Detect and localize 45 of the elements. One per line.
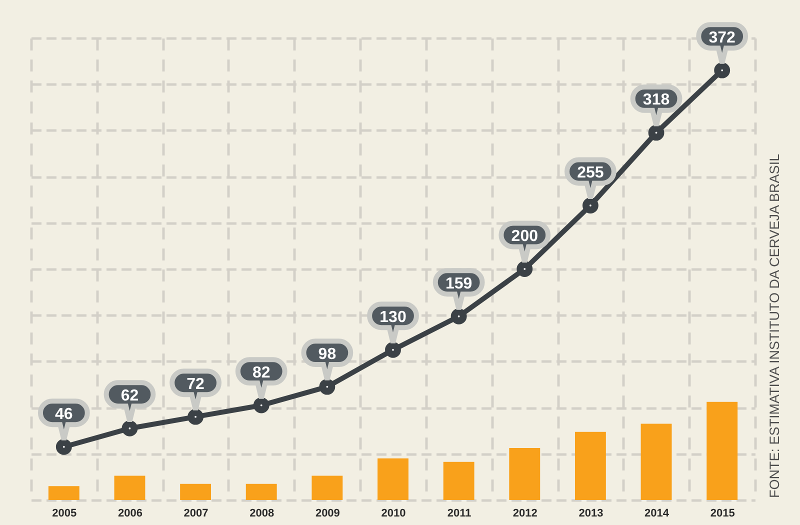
bar <box>640 424 672 500</box>
data-label: 372 <box>708 29 736 46</box>
point <box>253 397 270 414</box>
bar <box>378 458 408 500</box>
data-label: 159 <box>445 275 472 292</box>
bar <box>246 484 277 500</box>
point <box>122 420 138 436</box>
data-label: 82 <box>252 364 270 382</box>
x-tick-label: 2012 <box>512 508 538 520</box>
bar <box>180 484 212 500</box>
point <box>319 378 336 395</box>
x-tick-label: 2009 <box>315 508 340 520</box>
data-label: 46 <box>55 406 73 423</box>
data-label: 200 <box>511 228 538 245</box>
point <box>516 261 533 277</box>
x-tick-label: 2007 <box>184 508 208 520</box>
x-tick-label: 2011 <box>447 508 472 520</box>
data-label: 130 <box>380 308 406 326</box>
x-tick-label: 2008 <box>250 508 274 520</box>
bar <box>312 476 343 500</box>
x-tick-label: 2013 <box>578 508 604 520</box>
point <box>714 62 730 78</box>
x-tick-label: 2014 <box>644 508 670 520</box>
data-label: 255 <box>577 164 604 182</box>
point <box>188 408 204 425</box>
point <box>56 438 72 455</box>
x-tick-label: 2010 <box>381 508 406 520</box>
bar <box>509 448 540 500</box>
point <box>582 198 598 214</box>
x-tick-label: 2006 <box>118 508 142 520</box>
point <box>450 308 467 324</box>
data-label: 98 <box>318 346 336 363</box>
data-label: 62 <box>120 387 139 404</box>
data-label: 72 <box>186 376 205 393</box>
x-tick-label: 2005 <box>52 508 77 520</box>
point <box>385 342 401 358</box>
data-label: 318 <box>642 92 670 109</box>
source-note: FONTE: ESTIMATIVA INSTITUTO DA CERVEJA BRASIL <box>767 153 782 498</box>
bar <box>48 486 80 500</box>
bar <box>706 402 738 500</box>
bar <box>443 462 474 500</box>
bar <box>114 476 146 500</box>
point <box>648 124 664 141</box>
bar <box>574 432 606 500</box>
x-tick-label: 2015 <box>710 508 735 520</box>
